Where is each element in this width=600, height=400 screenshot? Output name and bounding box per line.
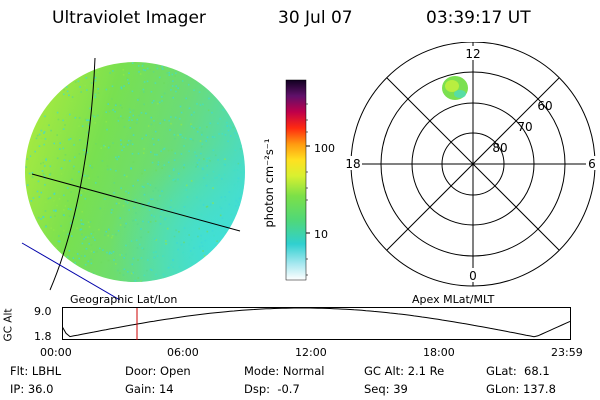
- filter-info: Flt: LBHL: [10, 364, 62, 378]
- colorbar-tick-100: 100: [314, 142, 335, 155]
- gain-info: Gain: 14: [125, 382, 174, 396]
- altitude-xtick-2359: 23:59: [551, 346, 583, 359]
- color-bar: [285, 79, 310, 281]
- apex-panel-label: Apex MLat/MLT: [412, 293, 495, 306]
- altitude-xtick-1200: 12:00: [295, 346, 327, 359]
- mlt-label-12: 12: [465, 47, 480, 61]
- app-title: Ultraviolet Imager: [52, 8, 206, 28]
- altitude-ytick-top: 9.0: [34, 305, 52, 318]
- lat-label-70: 70: [517, 120, 532, 134]
- glon-info: GLon: 137.8: [486, 382, 556, 396]
- mlt-label-0: 0: [469, 269, 477, 283]
- auroral-blob: [442, 76, 468, 100]
- colorbar-tick-10: 10: [314, 228, 328, 241]
- altitude-ytick-bottom: 1.8: [34, 330, 52, 343]
- altitude-curve: [62, 307, 571, 338]
- coastline: [21, 242, 121, 300]
- latitude-line: [31, 173, 241, 232]
- door-info: Door: Open: [125, 364, 191, 378]
- mode-info: Mode: Normal: [244, 364, 325, 378]
- date-label: 30 Jul 07: [278, 8, 353, 28]
- geographic-panel-label: Geographic Lat/Lon: [70, 293, 178, 306]
- ip-info: IP: 36.0: [10, 382, 54, 396]
- polar-plot: 12 0 18 6 60 70 80: [340, 42, 598, 287]
- dsp-info: Dsp: -0.7: [244, 382, 300, 396]
- time-label: 03:39:17 UT: [426, 8, 531, 28]
- altitude-xtick-1800: 18:00: [423, 346, 455, 359]
- altitude-xtick-0600: 06:00: [167, 346, 199, 359]
- altitude-ylabel: GC Alt: [2, 308, 15, 342]
- earth-disk-image: [21, 57, 245, 300]
- gc-alt-info: GC Alt: 2.1 Re: [364, 364, 445, 378]
- meridian-line: [49, 57, 96, 291]
- altitude-plot: [62, 307, 571, 340]
- mlt-label-18: 18: [345, 157, 360, 171]
- altitude-xtick-0000: 00:00: [40, 346, 72, 359]
- mlt-label-6: 6: [588, 157, 596, 171]
- lat-label-60: 60: [537, 99, 552, 113]
- glat-info: GLat: 68.1: [486, 364, 550, 378]
- seq-info: Seq: 39: [364, 382, 408, 396]
- colorbar-unit-label: photon cm⁻²s⁻¹: [262, 138, 276, 228]
- lat-label-80: 80: [492, 141, 507, 155]
